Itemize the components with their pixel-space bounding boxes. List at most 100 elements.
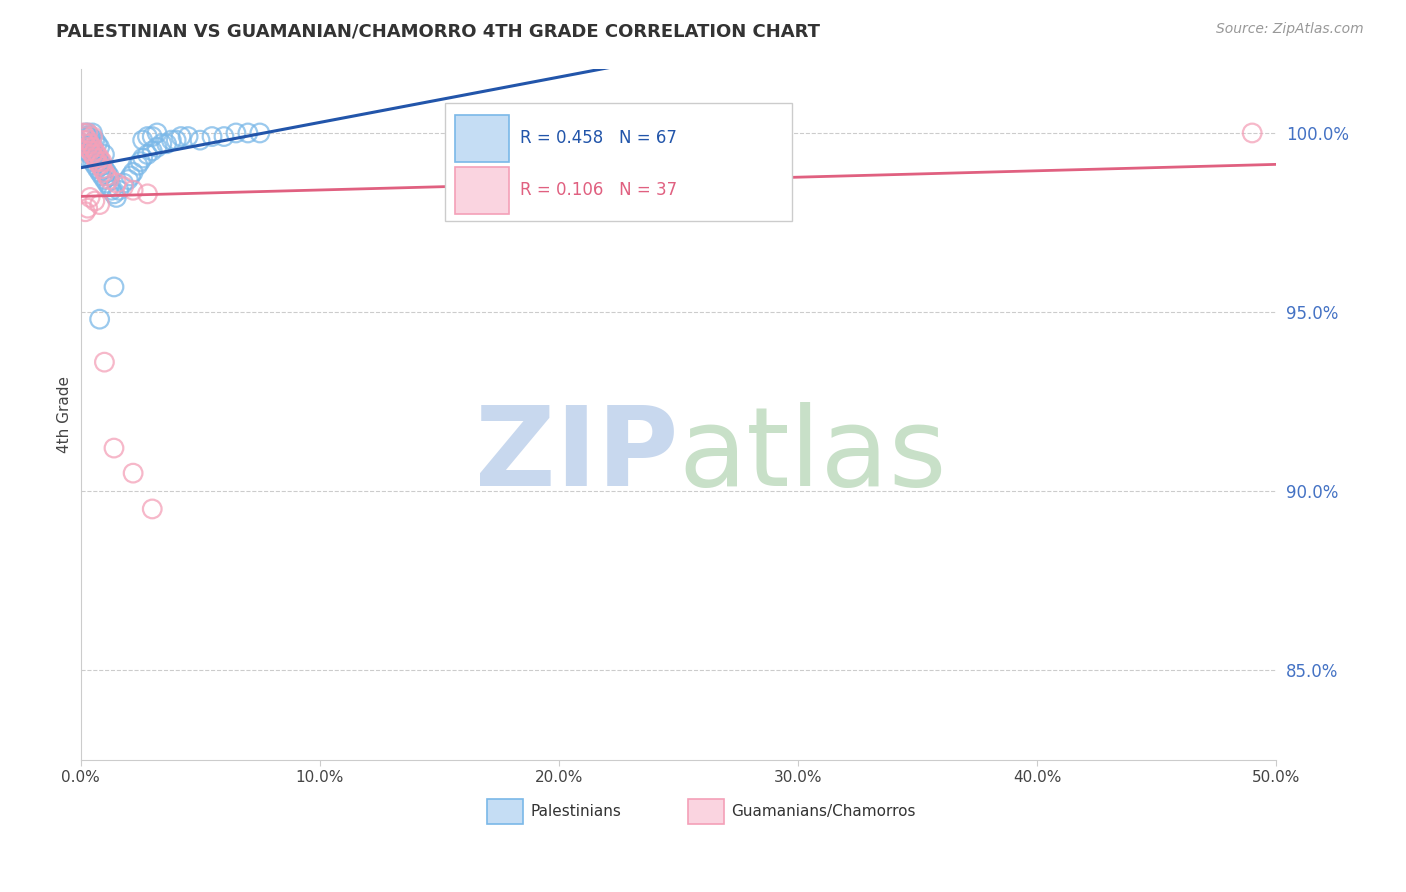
Point (96, 169, 118, 183)
Point (136, 186, 159, 201)
Point (96, 165, 118, 179)
Point (82, 136, 104, 151)
Point (89, 154, 111, 169)
Point (136, 129, 159, 144)
Point (98, 172, 121, 186)
Point (82, 147, 104, 161)
Point (131, 151, 153, 165)
Point (105, 190, 128, 204)
Point (82, 144, 104, 158)
Point (79, 136, 101, 151)
Point (93, 355, 115, 369)
Point (225, 126, 247, 140)
Point (83, 194, 105, 208)
Text: Palestinians: Palestinians (530, 804, 621, 819)
FancyBboxPatch shape (446, 103, 792, 220)
Point (89, 312, 111, 326)
Point (75, 136, 97, 151)
Point (72, 136, 94, 151)
Text: atlas: atlas (678, 402, 946, 509)
Text: Guamanians/Chamorros: Guamanians/Chamorros (731, 804, 915, 819)
Point (103, 280, 125, 294)
Bar (688, 799, 724, 824)
Point (82, 140, 104, 154)
Point (236, 126, 259, 140)
Point (83, 133, 105, 147)
Point (79, 147, 101, 161)
Point (100, 183, 122, 197)
Point (155, 136, 177, 151)
Point (76, 129, 98, 144)
Point (76, 126, 98, 140)
Point (112, 176, 135, 190)
Text: Source: ZipAtlas.com: Source: ZipAtlas.com (1216, 22, 1364, 37)
Point (89, 151, 111, 165)
Point (76, 140, 98, 154)
Point (249, 126, 271, 140)
Point (177, 129, 200, 144)
Point (165, 133, 187, 147)
Point (201, 129, 224, 144)
Point (79, 136, 101, 151)
Point (107, 183, 129, 197)
Point (89, 158, 111, 172)
Point (72, 129, 94, 144)
Point (89, 140, 111, 154)
Point (86, 147, 108, 161)
Point (83, 151, 105, 165)
Point (141, 144, 163, 158)
Point (127, 158, 149, 172)
Point (117, 172, 139, 186)
Point (93, 172, 115, 186)
Text: PALESTINIAN VS GUAMANIAN/CHAMORRO 4TH GRADE CORRELATION CHART: PALESTINIAN VS GUAMANIAN/CHAMORRO 4TH GR… (56, 22, 820, 40)
Point (86, 136, 108, 151)
Y-axis label: 4th Grade: 4th Grade (58, 376, 72, 452)
Point (75, 129, 97, 144)
Point (120, 169, 142, 183)
Text: ZIP: ZIP (475, 402, 678, 509)
Point (170, 129, 193, 144)
Point (72, 126, 94, 140)
Point (91, 154, 114, 169)
Point (83, 158, 105, 172)
Point (122, 165, 145, 179)
Point (122, 183, 145, 197)
Point (75, 144, 97, 158)
Point (150, 136, 173, 151)
Point (131, 133, 153, 147)
Point (98, 169, 121, 183)
Point (89, 165, 111, 179)
Point (75, 133, 97, 147)
Point (141, 502, 163, 516)
Point (75, 126, 97, 140)
Point (86, 151, 108, 165)
Point (146, 140, 169, 154)
Point (146, 126, 169, 140)
Point (76, 140, 98, 154)
Point (76, 133, 98, 147)
Point (76, 126, 98, 140)
Point (91, 169, 114, 183)
Point (89, 197, 111, 211)
Bar (454, 167, 509, 214)
Bar (486, 799, 523, 824)
Point (105, 176, 128, 190)
Point (160, 133, 183, 147)
Point (82, 129, 104, 144)
Point (82, 126, 104, 140)
Point (93, 161, 115, 176)
Point (103, 441, 125, 455)
Point (83, 147, 105, 161)
Point (212, 129, 235, 144)
Point (79, 129, 101, 144)
Point (76, 201, 98, 215)
Point (75, 204, 97, 219)
Text: R = 0.458   N = 67: R = 0.458 N = 67 (520, 129, 678, 147)
Text: R = 0.106   N = 37: R = 0.106 N = 37 (520, 181, 678, 199)
Point (103, 186, 125, 201)
Point (93, 147, 115, 161)
Point (93, 165, 115, 179)
Point (112, 179, 135, 194)
Point (129, 154, 152, 169)
Point (72, 133, 94, 147)
